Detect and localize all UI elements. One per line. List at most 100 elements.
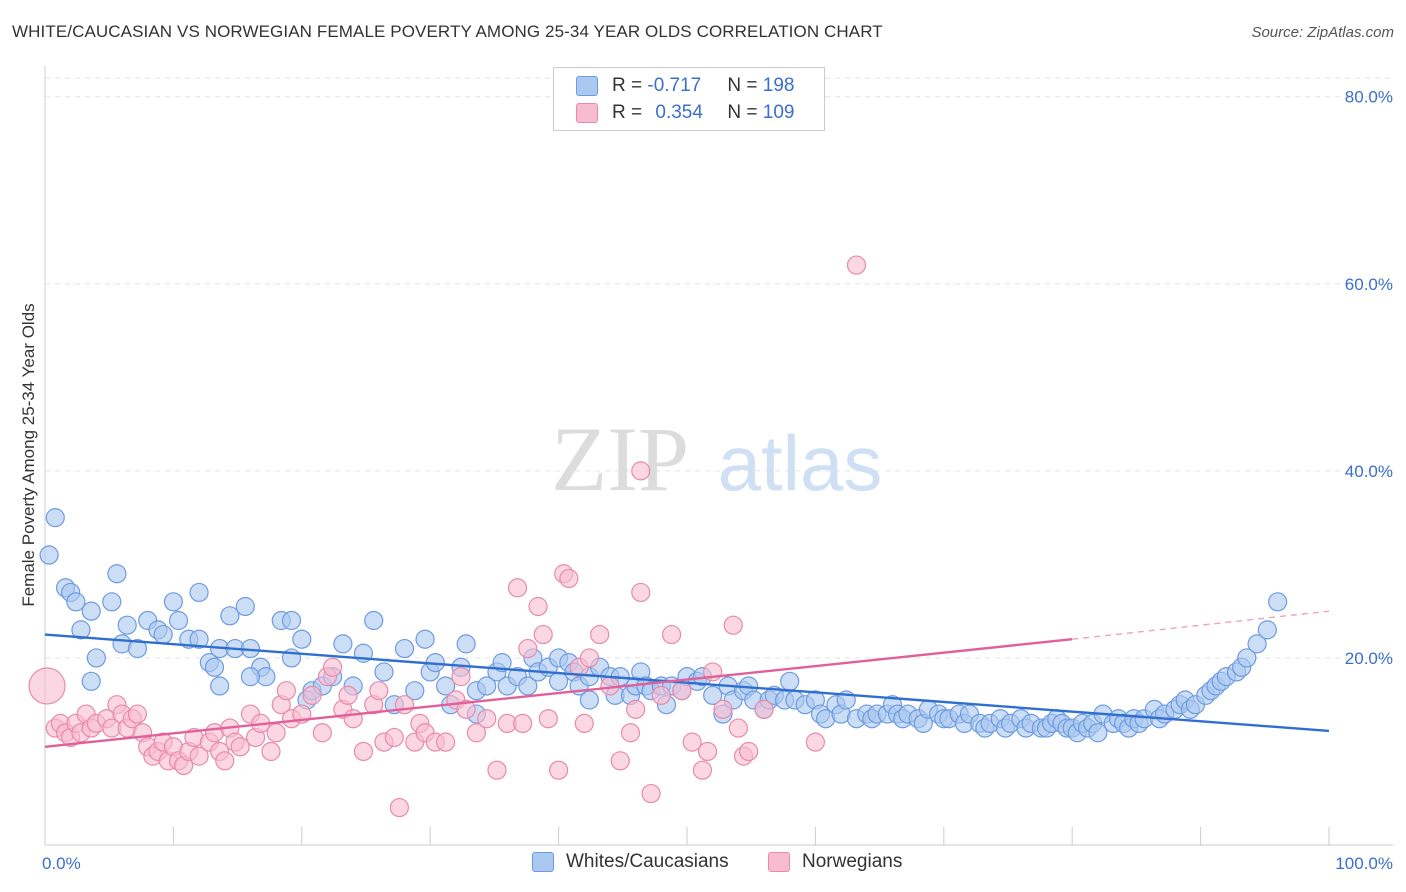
point-norwegians bbox=[805, 732, 826, 752]
point-norwegians bbox=[189, 746, 209, 766]
point-norwegians bbox=[590, 624, 610, 645]
point-whites bbox=[240, 667, 261, 687]
point-whites bbox=[220, 606, 240, 626]
n-label: N = bbox=[727, 75, 763, 96]
legend-swatch-norwegians bbox=[576, 103, 598, 123]
point-norwegians bbox=[739, 741, 759, 762]
point-norwegians bbox=[456, 699, 476, 719]
point-norwegians bbox=[343, 709, 363, 729]
correlation-legend: R = -0.717 N = 198 R = 0.354 N = 109 bbox=[553, 67, 825, 131]
point-whites bbox=[39, 545, 59, 565]
point-whites bbox=[127, 638, 148, 659]
point-norwegians bbox=[323, 657, 343, 677]
legend-label-whites: Whites/Caucasians bbox=[566, 851, 729, 872]
tick-labels: 20.0% 40.0% 60.0% 80.0% 0.0% 100.0% bbox=[42, 88, 1393, 873]
point-whites bbox=[548, 671, 569, 691]
trend-lines bbox=[44, 610, 1330, 748]
point-whites bbox=[66, 592, 86, 612]
x-tick-label-max: 100.0% bbox=[1335, 854, 1393, 873]
legend-item-whites[interactable]: Whites/Caucasians bbox=[532, 851, 729, 873]
point-norwegians bbox=[513, 713, 533, 734]
trend-line-norwegians-extension bbox=[1072, 610, 1330, 640]
point-whites bbox=[235, 596, 255, 617]
legend-swatch-whites bbox=[532, 852, 554, 872]
point-norwegians bbox=[697, 741, 718, 762]
point-whites bbox=[281, 610, 302, 631]
point-norwegians bbox=[559, 568, 579, 589]
legend-label-norwegians: Norwegians bbox=[802, 851, 903, 872]
point-whites bbox=[71, 620, 91, 640]
point-norwegians bbox=[626, 699, 646, 719]
r-label: R = bbox=[612, 75, 648, 96]
y-axis-label: Female Poverty Among 25-34 Year Olds bbox=[19, 303, 38, 606]
point-norwegians bbox=[672, 681, 692, 701]
point-norwegians bbox=[641, 783, 661, 804]
point-whites bbox=[415, 629, 435, 649]
x-tick-label-min: 0.0% bbox=[42, 854, 81, 873]
point-whites bbox=[204, 657, 225, 677]
point-whites bbox=[492, 653, 512, 673]
point-norwegians bbox=[261, 741, 281, 762]
legend-item-norwegians[interactable]: Norwegians bbox=[768, 851, 902, 873]
y-tick-label: 40.0% bbox=[1345, 462, 1393, 481]
y-tick-label: 20.0% bbox=[1345, 649, 1393, 668]
point-norwegians bbox=[436, 732, 456, 752]
r-value-norwegians: 0.354 bbox=[655, 102, 703, 123]
point-whites bbox=[333, 634, 353, 654]
point-norwegians bbox=[389, 797, 409, 818]
point-norwegians bbox=[631, 461, 651, 481]
grid-lines bbox=[45, 77, 1393, 659]
point-whites bbox=[189, 582, 209, 603]
y-tick-label: 80.0% bbox=[1345, 88, 1393, 107]
point-whites bbox=[153, 624, 173, 645]
point-whites bbox=[1088, 723, 1108, 743]
point-whites bbox=[374, 662, 394, 682]
point-whites bbox=[1237, 648, 1257, 668]
point-whites bbox=[163, 592, 183, 612]
point-whites bbox=[45, 508, 65, 528]
point-norwegians bbox=[661, 624, 682, 645]
point-norwegians bbox=[28, 667, 66, 705]
point-norwegians bbox=[127, 704, 148, 724]
point-norwegians bbox=[230, 737, 250, 757]
point-whites bbox=[117, 615, 137, 635]
point-whites bbox=[780, 671, 800, 691]
legend-row-whites: R = -0.717 N = 198 bbox=[576, 74, 794, 98]
point-norwegians bbox=[548, 760, 569, 780]
point-whites bbox=[168, 610, 189, 631]
point-norwegians bbox=[518, 638, 538, 659]
point-norwegians bbox=[846, 255, 867, 275]
n-value-norwegians: 109 bbox=[762, 102, 795, 123]
point-whites bbox=[86, 648, 106, 668]
point-whites bbox=[189, 629, 209, 649]
point-whites bbox=[477, 676, 497, 696]
series-whites bbox=[39, 508, 1288, 743]
point-whites bbox=[107, 564, 127, 584]
point-norwegians bbox=[266, 723, 286, 743]
point-norwegians bbox=[215, 751, 235, 771]
point-norwegians bbox=[353, 741, 374, 762]
point-whites bbox=[1247, 634, 1267, 654]
point-norwegians bbox=[312, 723, 332, 743]
point-norwegians bbox=[692, 760, 713, 780]
n-label: N = bbox=[727, 102, 763, 123]
point-norwegians bbox=[723, 615, 743, 635]
point-whites bbox=[210, 676, 230, 696]
point-norwegians bbox=[466, 723, 487, 743]
point-whites bbox=[579, 690, 600, 710]
trend-line-whites bbox=[44, 633, 1330, 733]
r-value-whites: -0.717 bbox=[647, 75, 702, 96]
point-norwegians bbox=[651, 685, 671, 705]
y-tick-label: 60.0% bbox=[1345, 275, 1393, 294]
point-whites bbox=[1268, 592, 1288, 612]
point-norwegians bbox=[682, 732, 702, 752]
point-norwegians bbox=[754, 699, 774, 719]
point-whites bbox=[81, 671, 101, 691]
point-whites bbox=[81, 601, 101, 621]
point-whites bbox=[703, 685, 723, 705]
axes bbox=[44, 66, 1393, 846]
point-whites bbox=[436, 676, 456, 696]
point-norwegians bbox=[369, 681, 389, 701]
point-norwegians bbox=[451, 667, 471, 687]
